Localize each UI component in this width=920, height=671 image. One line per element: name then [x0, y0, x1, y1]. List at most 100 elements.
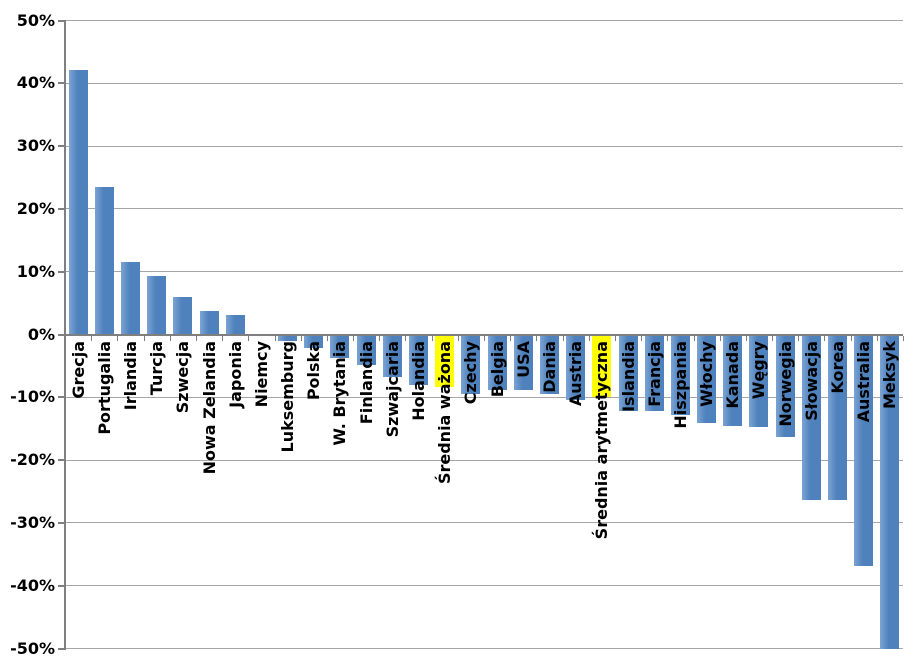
bar — [487, 334, 507, 390]
x-axis-tick — [353, 335, 355, 341]
x-axis-tick — [588, 335, 590, 341]
category-label: Średnia ważona — [435, 341, 455, 485]
gridline — [65, 271, 903, 273]
bar — [199, 310, 219, 335]
x-axis-tick — [484, 335, 485, 341]
gridline — [65, 208, 903, 210]
category-label: Włochy — [697, 341, 717, 407]
bar — [880, 334, 900, 649]
category-label: Nowa Zelandia — [199, 341, 219, 475]
category-label: Polska — [304, 341, 324, 401]
zero-axis-line — [65, 333, 903, 336]
x-axis-tick — [326, 335, 328, 341]
x-axis-tick — [745, 335, 747, 341]
category-label: Turcja — [147, 341, 167, 396]
bar — [854, 334, 874, 566]
bar — [775, 334, 795, 438]
y-axis-tick-label: -30% — [10, 512, 55, 532]
y-axis-tick — [58, 521, 65, 524]
category-label: Luksemburg — [278, 341, 298, 453]
category-label: Francja — [644, 341, 664, 407]
category-label: Kanada — [723, 341, 743, 409]
bar — [749, 334, 769, 427]
y-axis-tick-label: -10% — [10, 387, 55, 407]
x-axis-tick — [614, 335, 616, 341]
bar — [94, 186, 114, 335]
y-axis-tick — [58, 207, 65, 210]
bar — [697, 334, 717, 424]
category-label: Meksyk — [880, 341, 900, 410]
bar — [356, 334, 376, 366]
y-axis-tick — [58, 396, 65, 399]
y-axis-tick — [58, 82, 65, 85]
gridline — [65, 459, 903, 461]
bar — [120, 262, 140, 335]
bar — [618, 334, 638, 412]
bar — [173, 296, 193, 335]
x-axis-tick — [876, 335, 878, 341]
x-axis-tick — [379, 335, 381, 341]
y-axis-tick — [58, 333, 65, 336]
category-label: USA — [513, 341, 533, 378]
category-label: Grecja — [68, 341, 88, 399]
x-axis-tick — [274, 335, 276, 341]
y-axis-tick — [58, 19, 65, 22]
y-axis-tick — [58, 459, 65, 462]
bar — [304, 334, 324, 348]
bar — [566, 334, 586, 401]
bar — [644, 334, 664, 412]
bar — [592, 334, 612, 398]
bar — [801, 334, 821, 501]
x-axis-tick — [91, 335, 93, 341]
category-label: Portugalia — [94, 341, 114, 435]
x-axis-tick — [405, 335, 407, 341]
x-axis-tick — [772, 335, 774, 341]
y-axis-tick — [58, 145, 65, 148]
gridline — [65, 396, 903, 398]
y-axis-tick — [58, 584, 65, 587]
x-axis-tick — [850, 335, 852, 341]
category-label: Finlandia — [356, 341, 376, 425]
bar — [68, 70, 88, 335]
y-axis-tick-label: 50% — [16, 10, 55, 30]
y-axis-tick-label: 10% — [16, 261, 55, 281]
x-axis-tick — [143, 335, 145, 341]
category-label: Austria — [566, 341, 586, 407]
gridline — [65, 82, 903, 84]
x-axis-tick — [798, 335, 800, 341]
category-label: Węgry — [749, 341, 769, 400]
x-axis-tick — [693, 335, 695, 341]
bar — [409, 334, 429, 385]
y-axis-tick-label: -20% — [10, 450, 55, 470]
x-axis-tick — [195, 335, 197, 341]
x-axis-tick — [431, 335, 433, 341]
y-axis-tick-label: 30% — [16, 136, 55, 156]
bar — [539, 334, 559, 394]
bar — [382, 334, 402, 377]
x-axis-tick — [824, 335, 826, 341]
x-axis-tick — [719, 335, 721, 341]
gridline — [65, 20, 903, 21]
x-axis-tick — [903, 335, 904, 341]
category-label: Korea — [828, 341, 848, 394]
bar — [828, 334, 848, 501]
x-axis-tick — [300, 335, 302, 341]
y-axis-tick-label: 0% — [27, 324, 55, 344]
bar — [670, 334, 690, 415]
category-label: Dania — [539, 341, 559, 393]
y-axis-tick-label: 40% — [16, 73, 55, 93]
bar — [723, 334, 743, 426]
y-axis-tick-label: -40% — [10, 575, 55, 595]
category-label: Australia — [854, 341, 874, 423]
x-axis-tick — [667, 335, 669, 341]
bar — [435, 334, 455, 387]
category-label: Norwegia — [775, 341, 795, 427]
bar — [330, 334, 350, 359]
category-label: Słowacja — [801, 341, 821, 421]
category-label: Japonia — [225, 341, 245, 408]
x-axis-tick — [169, 335, 171, 341]
bar — [225, 315, 245, 335]
gridline — [65, 145, 903, 147]
x-axis-tick — [510, 335, 512, 341]
